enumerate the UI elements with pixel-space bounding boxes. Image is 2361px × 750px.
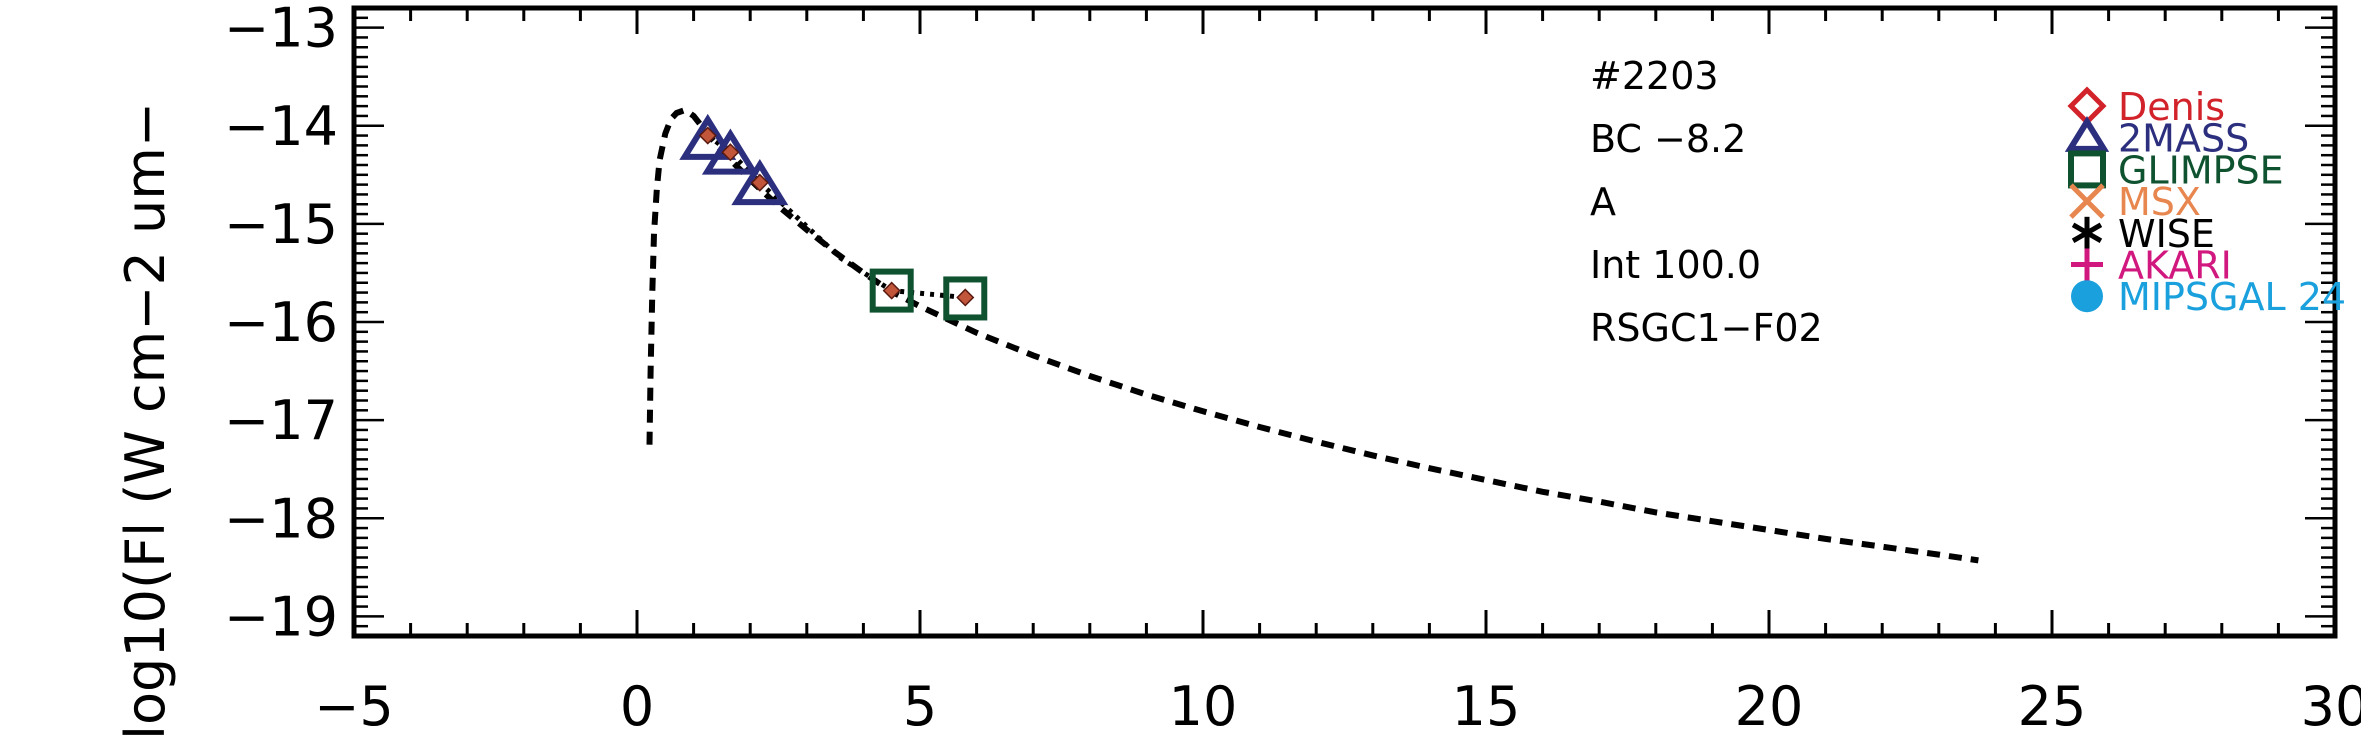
x-tick-label: 15 xyxy=(1452,675,1521,738)
legend-marker-glimpse xyxy=(2068,150,2106,189)
y-axis-label: log10(Fl (W cm−2 um− xyxy=(114,102,177,740)
x-tick-label: −5 xyxy=(314,675,394,738)
axis-ticks xyxy=(352,6,2337,638)
x-tick-label: 0 xyxy=(620,675,654,738)
data-markers xyxy=(679,113,988,321)
annotation-block: #2203 BC −8.2 A Int 100.0 RSGC1−F02 xyxy=(1590,54,1823,350)
y-tick-label: −17 xyxy=(224,389,338,452)
glimpse-data-point xyxy=(869,268,914,313)
2mass-data-point xyxy=(701,128,759,175)
legend-marker-wise xyxy=(2071,216,2103,249)
legend-label: Denis xyxy=(2118,85,2225,129)
y-tick-label: −19 xyxy=(224,585,338,648)
annotation-line: RSGC1−F02 xyxy=(1590,306,1823,350)
annotation-line: A xyxy=(1590,180,1616,224)
points-data-point xyxy=(698,126,717,145)
model-sed-curve xyxy=(646,106,1979,564)
legend-label: WISE xyxy=(2118,212,2215,256)
y-tick-label: −18 xyxy=(224,487,338,550)
points-data-point xyxy=(882,281,901,300)
y-tick-label: −15 xyxy=(224,193,338,256)
annotation-line: #2203 xyxy=(1590,54,1719,98)
x-tick-label: 10 xyxy=(1169,675,1238,738)
legend-marker-akari xyxy=(2071,248,2103,281)
legend-marker-msx xyxy=(2069,183,2105,219)
y-tick-label: −13 xyxy=(224,0,338,60)
glimpse-data-point xyxy=(943,276,988,321)
legend-marker-2mass xyxy=(2064,115,2110,152)
legend-label: GLIMPSE xyxy=(2118,148,2284,192)
points-data-point xyxy=(956,288,975,307)
points-data-point xyxy=(721,143,740,162)
y-tick-label: −16 xyxy=(224,291,338,354)
x-stroke xyxy=(2069,183,2105,219)
x-tick-label: 5 xyxy=(903,675,937,738)
legend-marker-mipsgal-24 xyxy=(2071,280,2103,313)
legend-label: 2MASS xyxy=(2118,117,2249,161)
y-tick-label: −14 xyxy=(224,95,338,158)
asterisk-stroke xyxy=(2071,222,2103,243)
tick-labels: −5 0 5 10 15 20 25 30 −13 −14 −15 −16 −17 −18 −19 xyxy=(224,0,2361,738)
x-tick-label: 20 xyxy=(1735,675,1804,738)
legend-label: MIPSGAL 24 xyxy=(2118,275,2346,319)
x-tick-label: 25 xyxy=(2018,675,2087,738)
annotation-line: BC −8.2 xyxy=(1590,117,1746,161)
2mass-data-point xyxy=(679,113,737,160)
2mass-data-point xyxy=(731,158,789,206)
annotation-line: Int 100.0 xyxy=(1590,243,1761,287)
x-tick-label: 30 xyxy=(2301,675,2361,738)
legend-label: MSX xyxy=(2118,180,2201,224)
points-data-point xyxy=(750,173,769,192)
legend-label: AKARI xyxy=(2118,244,2232,288)
